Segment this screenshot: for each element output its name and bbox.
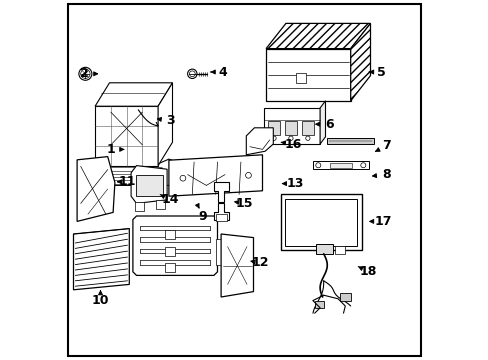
Polygon shape [133,216,217,275]
Bar [314,301,323,308]
Bar [295,73,305,82]
Text: 18: 18 [359,265,377,278]
Bar [156,200,165,209]
Circle shape [315,163,320,168]
Circle shape [189,71,195,77]
Bar [165,247,175,256]
Bar [267,121,280,135]
Polygon shape [284,199,356,246]
Text: 4: 4 [218,66,227,78]
Text: 6: 6 [324,118,333,131]
Text: 16: 16 [284,138,301,150]
Text: 10: 10 [92,294,109,307]
Polygon shape [213,182,228,202]
Circle shape [187,69,197,78]
Bar [136,175,163,196]
Polygon shape [73,229,129,290]
Circle shape [288,136,292,140]
Text: 14: 14 [162,193,179,206]
Circle shape [245,172,251,178]
Polygon shape [77,157,115,221]
Bar [215,214,227,221]
Bar [165,263,175,272]
Text: 1: 1 [107,143,116,156]
Text: 3: 3 [166,114,175,127]
Polygon shape [95,83,172,106]
Text: 9: 9 [199,210,207,222]
Bar [301,121,313,135]
Text: 13: 13 [285,177,303,190]
Polygon shape [213,203,228,220]
Text: 8: 8 [382,168,390,181]
Bar [316,244,332,254]
Circle shape [180,175,185,181]
Bar [326,138,373,144]
Polygon shape [265,23,370,49]
Circle shape [360,163,365,168]
Circle shape [305,136,309,140]
Text: 2: 2 [80,67,88,80]
Bar [134,202,143,211]
Text: 7: 7 [382,139,390,152]
Polygon shape [265,49,350,101]
Text: 12: 12 [251,256,269,269]
Bar [334,246,345,254]
Polygon shape [280,194,361,250]
Polygon shape [91,159,181,185]
Bar [284,121,296,135]
Polygon shape [168,155,262,196]
Text: 15: 15 [235,197,253,210]
Bar [339,293,350,301]
Polygon shape [95,106,158,166]
Bar [312,161,368,169]
Bar [215,239,226,265]
Polygon shape [246,128,273,155]
Polygon shape [221,234,253,297]
Circle shape [79,67,92,80]
Polygon shape [350,23,370,101]
Circle shape [271,136,276,140]
Circle shape [81,69,90,78]
Polygon shape [264,108,320,144]
Text: 17: 17 [374,215,391,228]
Bar [165,230,175,239]
Polygon shape [320,101,325,144]
Polygon shape [158,83,172,166]
Bar [329,163,351,168]
Polygon shape [131,166,167,203]
Text: 11: 11 [119,175,136,188]
Text: 5: 5 [376,66,385,78]
